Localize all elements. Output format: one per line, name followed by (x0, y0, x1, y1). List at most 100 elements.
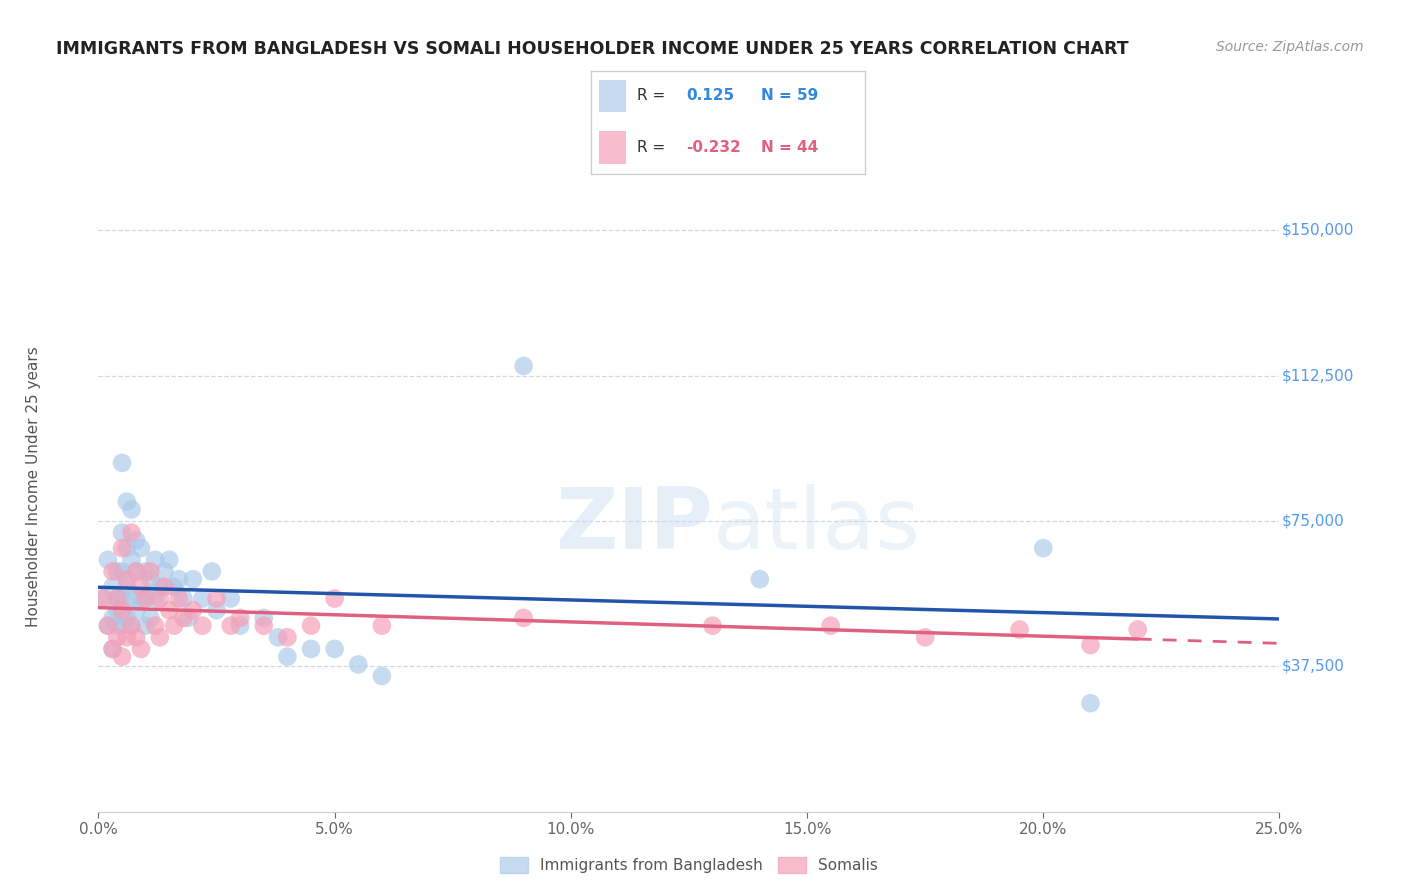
Point (163, 580, 186, 594)
Text: -0.232: -0.232 (686, 140, 741, 155)
Point (163, 618, 186, 632)
Point (149, 580, 172, 594)
Point (276, 649, 298, 664)
Point (153, 580, 176, 594)
Point (191, 591, 214, 606)
Text: N = 59: N = 59 (761, 88, 818, 103)
Point (105, 591, 128, 606)
Point (323, 591, 346, 606)
Point (125, 565, 148, 579)
Point (101, 580, 124, 594)
Point (129, 541, 152, 556)
Point (121, 591, 143, 606)
Point (139, 611, 162, 625)
Point (115, 494, 138, 508)
Point (253, 611, 276, 625)
Point (105, 603, 128, 617)
Point (121, 618, 143, 632)
Point (347, 657, 370, 672)
Point (371, 669, 394, 683)
Point (115, 572, 138, 586)
Point (121, 525, 143, 540)
Point (129, 642, 152, 657)
Point (135, 618, 157, 632)
Point (129, 580, 152, 594)
Point (229, 611, 252, 625)
Point (125, 603, 148, 617)
Point (1126, 623, 1149, 637)
Text: $75,000: $75,000 (1282, 514, 1344, 529)
Point (181, 572, 204, 586)
Point (219, 618, 242, 632)
Legend: Immigrants from Bangladesh, Somalis: Immigrants from Bangladesh, Somalis (494, 851, 884, 879)
Point (125, 630, 148, 644)
Point (143, 618, 166, 632)
Point (115, 611, 138, 625)
Point (1080, 696, 1102, 710)
Point (115, 541, 138, 556)
Point (172, 611, 194, 625)
Point (702, 618, 724, 632)
Point (914, 630, 936, 644)
Text: Source: ZipAtlas.com: Source: ZipAtlas.com (1216, 40, 1364, 54)
Text: N = 44: N = 44 (761, 140, 818, 155)
Point (135, 591, 157, 606)
Point (105, 565, 128, 579)
Text: Householder Income Under 25 years: Householder Income Under 25 years (25, 346, 41, 626)
Point (820, 618, 842, 632)
Point (139, 572, 162, 586)
Point (205, 603, 228, 617)
Point (153, 565, 176, 579)
Point (229, 618, 252, 632)
Point (135, 591, 157, 606)
Point (111, 525, 134, 540)
Text: IMMIGRANTS FROM BANGLADESH VS SOMALI HOUSEHOLDER INCOME UNDER 25 YEARS CORRELATI: IMMIGRANTS FROM BANGLADESH VS SOMALI HOU… (56, 40, 1129, 58)
Text: ZIP: ZIP (555, 483, 713, 566)
Point (191, 618, 214, 632)
Point (97, 618, 120, 632)
Point (105, 591, 128, 606)
Point (111, 649, 134, 664)
Point (149, 630, 172, 644)
Point (143, 553, 166, 567)
Point (1080, 638, 1102, 652)
Point (91, 591, 114, 606)
Point (111, 541, 134, 556)
Point (97, 618, 120, 632)
Point (115, 580, 138, 594)
Point (105, 618, 128, 632)
Point (219, 591, 242, 606)
Point (276, 630, 298, 644)
Point (125, 565, 148, 579)
Point (748, 572, 770, 586)
Bar (599, 131, 626, 163)
Point (139, 565, 162, 579)
Point (111, 618, 134, 632)
Text: R =: R = (637, 88, 665, 103)
Point (125, 533, 148, 548)
Point (129, 591, 152, 606)
Point (111, 603, 134, 617)
Point (105, 630, 128, 644)
Text: $150,000: $150,000 (1282, 223, 1354, 238)
Point (157, 603, 180, 617)
Point (1032, 541, 1054, 556)
Point (267, 630, 290, 644)
Point (371, 618, 394, 632)
Point (135, 565, 157, 579)
Point (299, 618, 322, 632)
Point (101, 611, 124, 625)
Point (111, 456, 134, 470)
Point (101, 642, 124, 657)
Point (121, 502, 143, 516)
Point (167, 572, 190, 586)
Point (101, 642, 124, 657)
Point (512, 611, 534, 625)
Point (205, 591, 228, 606)
Bar (599, 79, 626, 112)
Point (512, 359, 534, 373)
Point (167, 591, 190, 606)
Point (111, 591, 134, 606)
Point (201, 565, 224, 579)
Text: R =: R = (637, 140, 665, 155)
